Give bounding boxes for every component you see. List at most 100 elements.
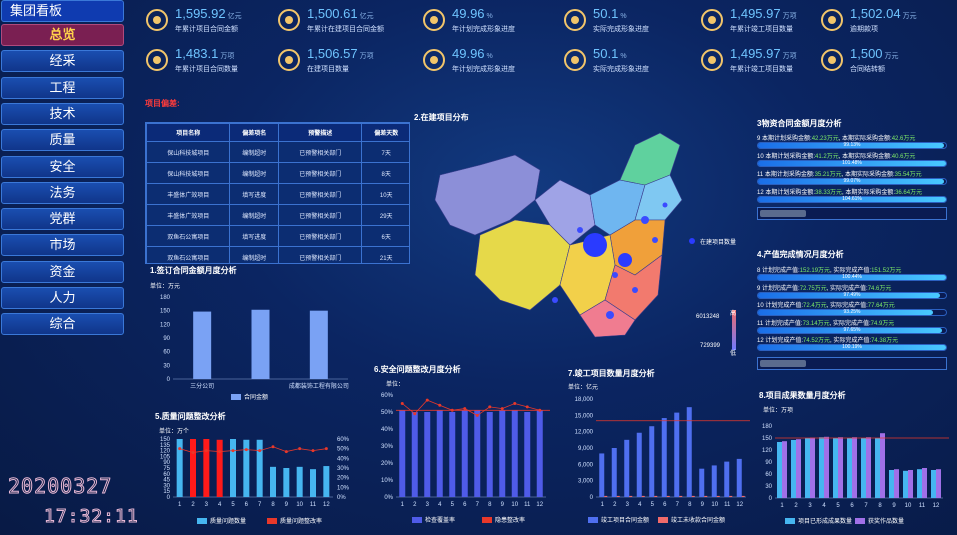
bar-secondary[interactable] bbox=[880, 433, 885, 498]
bar[interactable] bbox=[461, 410, 468, 497]
progress-row[interactable]: 10 计划完成产值:72.4万元, 实际完成产值:77.64万元 93.25% bbox=[757, 300, 947, 324]
bar[interactable] bbox=[256, 439, 263, 497]
kpi-card[interactable]: 1,502.04 万元 逾期款项 bbox=[820, 6, 950, 36]
progress-row[interactable]: 11 计划完成产值:73.14万元, 实际完成产值:74.9万元 97.65% bbox=[757, 318, 947, 342]
rate-line[interactable] bbox=[401, 399, 540, 416]
bar[interactable] bbox=[875, 438, 880, 498]
legend-swatch[interactable] bbox=[588, 517, 598, 523]
bar-secondary[interactable] bbox=[641, 495, 645, 497]
table-row[interactable]: 丰盛体广效项目 编制超时 已预警相关部门 29天 bbox=[146, 204, 409, 226]
bar[interactable] bbox=[861, 438, 866, 498]
table-row[interactable]: 双鱼石公寓项目 编制超时 已预警相关部门 21天 bbox=[146, 246, 409, 263]
project-table[interactable]: 项目名称 偏差项名 预警描述 偏差天数 保山科技城项目 编制超时 已预警相关部门 7天 保山科… bbox=[145, 122, 410, 264]
bar[interactable] bbox=[243, 439, 250, 497]
bar[interactable] bbox=[474, 410, 481, 497]
kpi-card[interactable]: 50.1% 实际完成形象进度 bbox=[563, 6, 693, 36]
legend-swatch[interactable] bbox=[855, 518, 865, 524]
legend-swatch[interactable] bbox=[785, 518, 795, 524]
bar[interactable] bbox=[917, 469, 922, 498]
bar[interactable] bbox=[216, 439, 223, 497]
bar[interactable] bbox=[724, 461, 730, 497]
bar[interactable] bbox=[889, 470, 894, 498]
material-scroll-handle[interactable] bbox=[760, 210, 806, 217]
bar[interactable] bbox=[436, 410, 443, 497]
bar-secondary[interactable] bbox=[666, 495, 670, 497]
bar[interactable] bbox=[791, 440, 796, 498]
bar[interactable] bbox=[536, 410, 543, 497]
table-row[interactable]: 保山科技城项目 编制超时 已预警相关部门 7天 bbox=[146, 141, 409, 163]
bar[interactable] bbox=[711, 465, 717, 497]
progress-row[interactable]: 11 本期计划采购金额:35.21万元, 本期实际采购金额:35.54万元 99.… bbox=[757, 169, 947, 193]
rate-point[interactable] bbox=[513, 402, 517, 405]
bar-secondary[interactable] bbox=[704, 495, 708, 497]
output-scroll-handle[interactable] bbox=[760, 360, 806, 367]
china-map[interactable]: 在建项目数量 高 低 6013248 729399 bbox=[420, 125, 750, 360]
bar[interactable] bbox=[649, 426, 655, 497]
bar[interactable] bbox=[283, 468, 290, 497]
bar[interactable] bbox=[611, 448, 617, 497]
bar-secondary[interactable] bbox=[741, 495, 745, 497]
bar-secondary[interactable] bbox=[782, 441, 787, 498]
legend-swatch[interactable] bbox=[658, 517, 668, 523]
legend-swatch[interactable] bbox=[412, 517, 422, 523]
bar[interactable] bbox=[805, 438, 810, 498]
chart-quality-issues[interactable]: 5.质量问题整改分析单位：万个0153045607590105120135150… bbox=[145, 407, 360, 535]
bar[interactable] bbox=[833, 438, 838, 498]
rate-point[interactable] bbox=[204, 449, 208, 453]
rate-point[interactable] bbox=[425, 398, 429, 402]
bar[interactable] bbox=[310, 469, 316, 497]
table-row[interactable]: 双鱼石公寓项目 填写进度 已预警相关部门 6天 bbox=[146, 225, 409, 247]
rate-point[interactable] bbox=[191, 451, 195, 455]
rate-line[interactable] bbox=[179, 446, 327, 453]
kpi-card[interactable]: 1,500.61 亿元 年累计在建项目合同金额 bbox=[277, 6, 407, 36]
rate-point[interactable] bbox=[244, 448, 248, 452]
kpi-card[interactable]: 49.96% 年计划完成形象进度 bbox=[422, 6, 552, 36]
bar-secondary[interactable] bbox=[716, 495, 720, 497]
rate-point[interactable] bbox=[231, 449, 235, 453]
bar[interactable] bbox=[819, 437, 824, 498]
map-range-bar[interactable] bbox=[732, 310, 736, 350]
bar-secondary[interactable] bbox=[616, 495, 620, 497]
bar[interactable] bbox=[624, 439, 630, 497]
progress-row[interactable]: 12 计划完成产值:74.52万元, 实际完成产值:74.38万元 100.19% bbox=[757, 335, 947, 359]
bar-secondary[interactable] bbox=[894, 469, 899, 498]
rate-point[interactable] bbox=[413, 412, 417, 416]
bar[interactable] bbox=[674, 412, 680, 497]
sidebar-item-7[interactable]: 党群 bbox=[1, 208, 124, 231]
sidebar-item-0[interactable]: 总览 bbox=[1, 24, 124, 46]
bar[interactable] bbox=[931, 470, 936, 498]
bar[interactable] bbox=[903, 470, 908, 498]
bar[interactable] bbox=[499, 410, 506, 497]
sidebar-item-11[interactable]: 综合 bbox=[1, 313, 124, 336]
legend-swatch[interactable] bbox=[267, 518, 277, 524]
sidebar-item-4[interactable]: 质量 bbox=[1, 129, 124, 152]
bar-secondary[interactable] bbox=[838, 437, 843, 498]
bar[interactable] bbox=[424, 412, 431, 497]
bar[interactable] bbox=[486, 412, 493, 497]
material-scroller[interactable] bbox=[757, 207, 947, 220]
kpi-card[interactable]: 49.96% 年计划完成形象进度 bbox=[422, 46, 552, 76]
bar[interactable] bbox=[449, 412, 456, 497]
rate-point[interactable] bbox=[311, 449, 315, 453]
rate-point[interactable] bbox=[298, 447, 302, 451]
progress-row[interactable]: 12 本期计划采购金额:38.33万元, 本期实际采购金额:36.64万元 104… bbox=[757, 187, 947, 211]
table-header[interactable]: 预警描述 bbox=[277, 123, 363, 142]
table-header[interactable]: 偏差天数 bbox=[361, 123, 409, 142]
sidebar-item-8[interactable]: 市场 bbox=[1, 234, 124, 257]
bar-secondary[interactable] bbox=[679, 495, 683, 497]
sidebar-item-3[interactable]: 技术 bbox=[1, 102, 124, 125]
progress-row[interactable]: 8 计划完成产值:152.19万元, 实际完成产值:151.52万元 100.44… bbox=[757, 265, 947, 289]
output-scroller[interactable] bbox=[757, 357, 947, 370]
sidebar-title[interactable]: 集团看板 bbox=[1, 0, 124, 22]
bar[interactable] bbox=[847, 438, 852, 498]
bar[interactable] bbox=[777, 442, 782, 498]
bar[interactable] bbox=[699, 468, 705, 497]
bar[interactable] bbox=[411, 412, 418, 497]
bar[interactable] bbox=[636, 432, 642, 497]
rate-point[interactable] bbox=[218, 450, 222, 454]
bar-secondary[interactable] bbox=[729, 495, 733, 497]
bar[interactable] bbox=[296, 466, 303, 497]
kpi-card[interactable]: 1,500 万元 合同结转额 bbox=[820, 46, 950, 76]
bar[interactable] bbox=[686, 407, 692, 497]
